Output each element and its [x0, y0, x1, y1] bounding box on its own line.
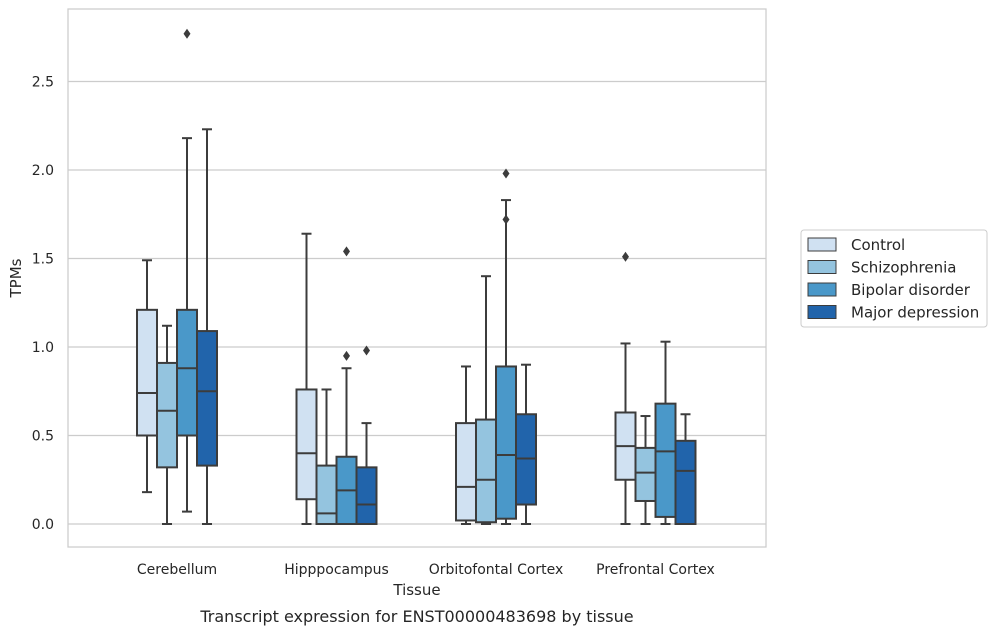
- outlier-point: [502, 168, 510, 179]
- box: [455, 422, 477, 522]
- chart-caption: Transcript expression for ENST0000048369…: [199, 607, 633, 626]
- outlier-point: [343, 246, 350, 257]
- box: [176, 308, 198, 437]
- box: [136, 308, 158, 437]
- box-series: [136, 28, 697, 525]
- box: [634, 446, 657, 502]
- y-tick-label: 1.5: [32, 252, 54, 268]
- outlier-point: [622, 251, 629, 262]
- plot-frame: [67, 8, 767, 548]
- x-axis-label: Tissue: [392, 581, 440, 599]
- legend-swatch: [807, 260, 837, 274]
- y-tick-label: 2.5: [32, 75, 54, 91]
- y-tick-label: 0.5: [32, 429, 54, 445]
- x-tick-label: Hipppocampus: [284, 562, 389, 578]
- box: [156, 361, 178, 469]
- legend-label: Bipolar disorder: [851, 281, 971, 299]
- legend-label: Schizophrenia: [851, 259, 956, 277]
- box: [355, 466, 378, 525]
- legend-label: Major depression: [851, 304, 979, 322]
- y-tick-label: 2.0: [32, 163, 54, 179]
- legend-swatch: [807, 282, 837, 297]
- outlier-point: [363, 345, 370, 356]
- box: [196, 330, 218, 467]
- outlier-point: [502, 214, 510, 225]
- legend-swatch: [807, 237, 837, 252]
- box: [295, 388, 318, 501]
- outlier-point: [183, 28, 191, 39]
- box: [674, 439, 697, 525]
- legend-swatch: [807, 305, 837, 319]
- x-tick-label: Cerebellum: [137, 562, 217, 578]
- x-tick-label: Prefrontal Cortex: [596, 562, 715, 578]
- y-axis-label: TPMs: [7, 258, 25, 298]
- box: [475, 418, 497, 524]
- legend-label: Control: [851, 236, 905, 254]
- box: [315, 464, 338, 525]
- y-tick-label: 0.0: [32, 517, 54, 533]
- y-tick-label: 1.0: [32, 340, 54, 356]
- legend: Control Schizophrenia Bipolar disorder Majo…: [800, 229, 988, 328]
- x-axis-ticks: Cerebellum Hipppocampus Orbitofontal Corte…: [137, 562, 715, 578]
- legend-frame: [800, 229, 988, 328]
- x-tick-label: Orbitofontal Cortex: [429, 562, 564, 578]
- outlier-point: [343, 350, 350, 361]
- y-axis-ticks: 0.0 0.5 1.0 1.5 2.0 2.5: [32, 75, 54, 534]
- box: [495, 365, 517, 520]
- box: [654, 402, 677, 518]
